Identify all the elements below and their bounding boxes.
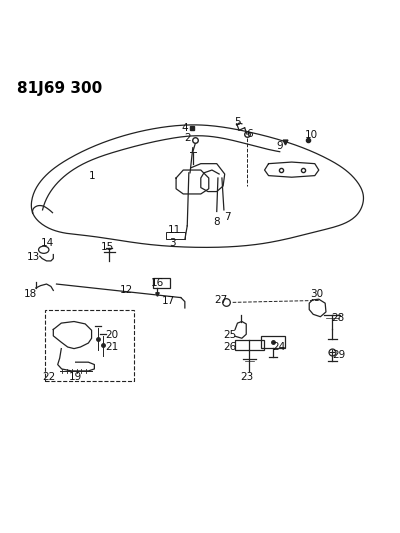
Bar — [235, 340, 264, 350]
Text: 13: 13 — [27, 252, 40, 262]
Text: 20: 20 — [105, 330, 118, 340]
Text: 17: 17 — [162, 296, 176, 306]
Text: 16: 16 — [150, 278, 164, 288]
Text: 23: 23 — [240, 373, 254, 382]
Text: 8: 8 — [214, 217, 220, 227]
Bar — [166, 232, 185, 239]
Text: 11: 11 — [168, 225, 181, 235]
Text: 12: 12 — [120, 285, 133, 295]
Bar — [45, 310, 134, 381]
Text: 18: 18 — [24, 288, 37, 298]
Text: 30: 30 — [310, 289, 323, 300]
Text: 28: 28 — [331, 312, 344, 322]
Text: 14: 14 — [41, 238, 54, 248]
Text: 24: 24 — [272, 342, 286, 352]
Text: 7: 7 — [224, 212, 231, 222]
Text: 21: 21 — [105, 342, 118, 352]
Text: 1: 1 — [89, 171, 96, 181]
Text: 26: 26 — [223, 342, 236, 352]
Text: 3: 3 — [170, 238, 176, 248]
Text: 29: 29 — [332, 350, 345, 360]
Text: 10: 10 — [305, 130, 318, 140]
Text: 19: 19 — [69, 373, 82, 382]
Text: 2: 2 — [184, 133, 190, 143]
Text: 4: 4 — [182, 123, 188, 133]
Text: 27: 27 — [214, 295, 227, 305]
Text: 6: 6 — [246, 129, 253, 139]
Text: 15: 15 — [101, 243, 114, 252]
Text: 9: 9 — [276, 141, 283, 151]
Text: 5: 5 — [234, 117, 240, 127]
Bar — [153, 278, 170, 288]
Text: 22: 22 — [43, 373, 56, 382]
Bar — [261, 336, 284, 348]
Text: 81J69 300: 81J69 300 — [17, 81, 102, 96]
Text: 25: 25 — [223, 330, 236, 340]
